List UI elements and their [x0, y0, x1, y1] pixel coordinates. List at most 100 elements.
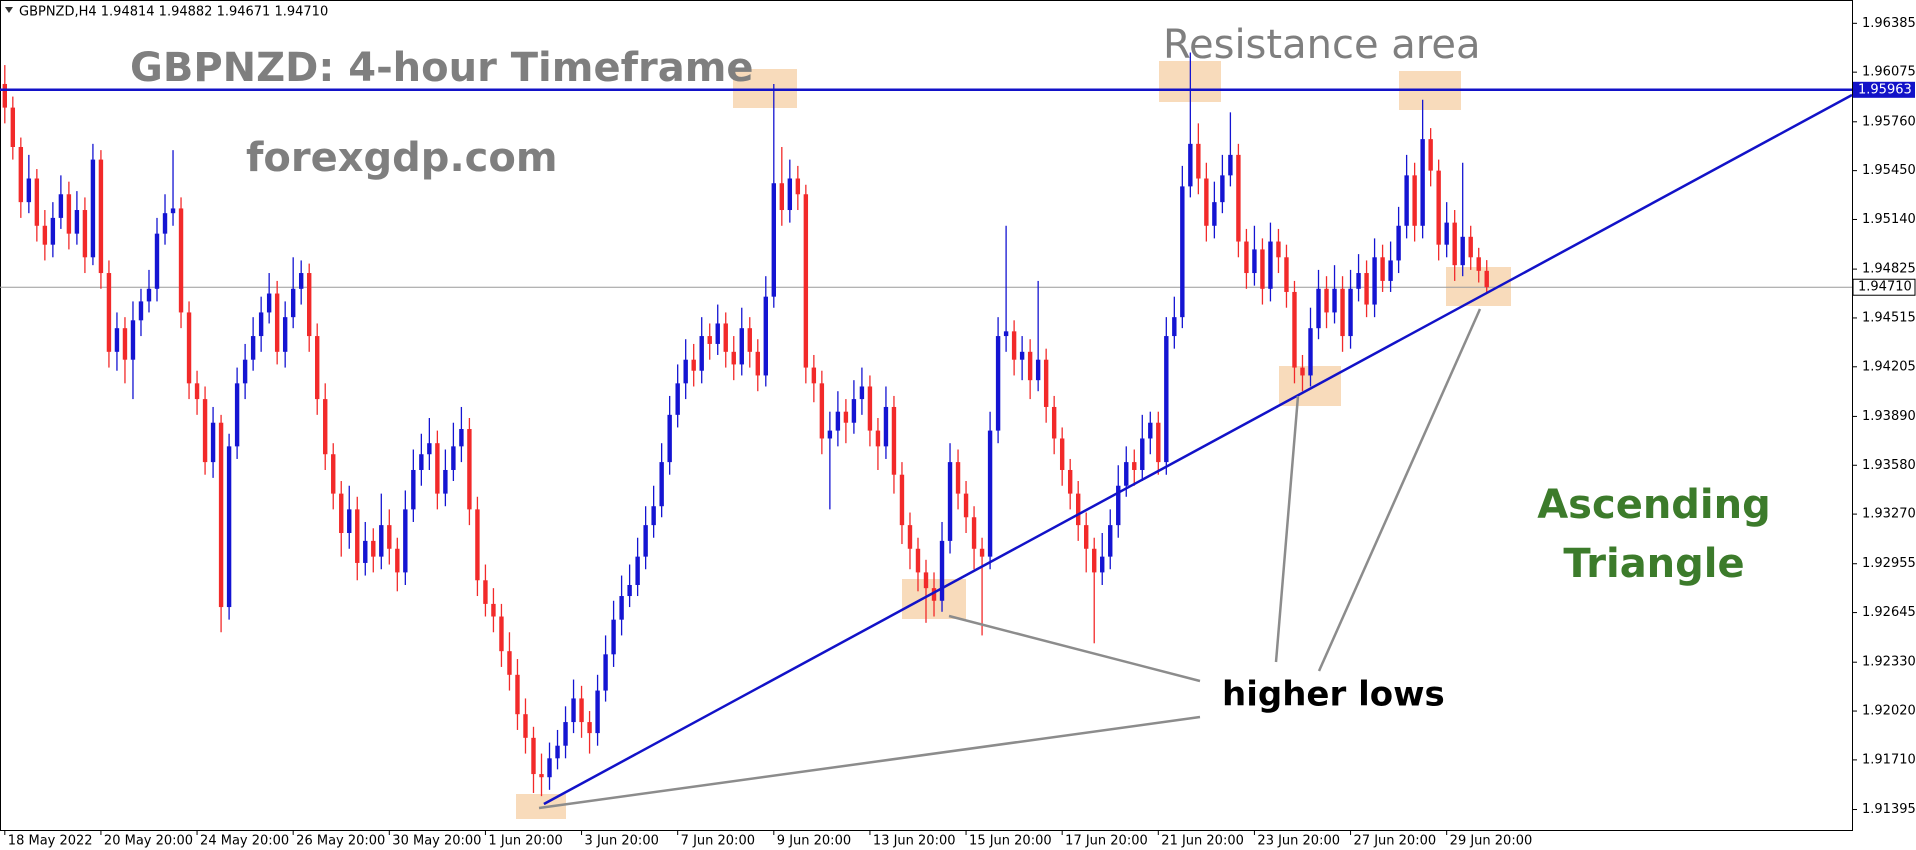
candle-body — [1051, 406, 1057, 439]
candle-body — [923, 572, 929, 589]
header: GBPNZD,H4 1.94814 1.94882 1.94671 1.9471… — [19, 5, 328, 20]
candle-body — [643, 525, 648, 557]
x-tick-label: 23 Jun 20:00 — [1257, 834, 1340, 849]
candle-body — [1388, 260, 1393, 281]
candle-body — [987, 430, 993, 557]
candle-body — [515, 674, 520, 715]
candle-body — [803, 194, 809, 368]
candle-body — [587, 722, 592, 734]
candle-body — [891, 406, 897, 475]
candle-body — [202, 399, 208, 463]
candle-body — [731, 351, 736, 365]
x-tick-label: 20 May 20:00 — [104, 834, 193, 849]
candle-body — [939, 540, 945, 601]
candle-body — [947, 462, 953, 541]
candle-body — [579, 698, 584, 723]
candle-body — [963, 493, 969, 518]
x-tick-label: 1 Jun 20:00 — [488, 834, 562, 849]
candle-body — [266, 293, 272, 313]
candle-body — [1292, 291, 1297, 368]
candle-body — [130, 320, 136, 360]
candle-body — [1380, 257, 1385, 281]
y-tick-label: 1.93890 — [1862, 409, 1916, 424]
candle-body — [603, 654, 608, 691]
candle-body — [491, 603, 496, 617]
candle-body — [1244, 241, 1249, 274]
candle-body — [883, 406, 889, 447]
candle-body — [58, 194, 64, 218]
candle-body — [611, 619, 616, 655]
candle-body — [210, 422, 216, 463]
annotation: Triangle — [1563, 541, 1744, 587]
candle-body — [331, 454, 336, 494]
candle-body — [1220, 175, 1225, 203]
candle-body — [843, 411, 849, 423]
candle-body — [1268, 241, 1273, 289]
candle-body — [1412, 175, 1417, 226]
price-label: 1.94710 — [1858, 280, 1912, 295]
candle-body — [747, 328, 752, 352]
candle-body — [1372, 257, 1377, 305]
candle-body — [875, 430, 881, 447]
annotation: Ascending — [1537, 482, 1771, 528]
y-tick-label: 1.96385 — [1862, 16, 1916, 31]
x-tick-label: 7 Jun 20:00 — [681, 834, 755, 849]
candle-body — [443, 469, 448, 494]
candle-body — [10, 107, 16, 147]
candle-body — [835, 411, 841, 431]
candle-body — [1075, 493, 1081, 526]
x-tick-label: 3 Jun 20:00 — [585, 834, 659, 849]
candle-body — [154, 233, 160, 289]
candle-body — [1236, 154, 1241, 242]
y-tick-label: 1.94515 — [1862, 310, 1916, 325]
y-tick-label: 1.91395 — [1862, 802, 1916, 817]
candle-body — [635, 556, 640, 586]
candle-body — [323, 399, 328, 455]
candle-body — [66, 194, 72, 234]
candle-body — [867, 386, 873, 431]
candle-body — [1284, 257, 1289, 292]
candle-body — [34, 178, 40, 226]
y-tick-label: 1.93580 — [1862, 458, 1916, 473]
arrow — [1317, 308, 1482, 672]
candle-body — [1276, 241, 1281, 258]
y-tick-label: 1.92330 — [1862, 655, 1916, 670]
candle-body — [1019, 351, 1025, 360]
candle-body — [82, 210, 88, 258]
candle-body — [1484, 270, 1489, 288]
candle-body — [779, 183, 785, 211]
x-tick-label: 29 Jun 20:00 — [1450, 834, 1533, 849]
candle-body — [1316, 288, 1321, 329]
plot-area — [0, 0, 1853, 831]
y-tick-label: 1.96075 — [1862, 65, 1916, 80]
candle-body — [315, 336, 320, 400]
candle-body — [339, 493, 344, 534]
y-tick-label: 1.95450 — [1862, 163, 1916, 178]
candle-body — [162, 213, 168, 234]
candle-body — [226, 446, 232, 608]
arrow — [948, 614, 1201, 683]
candle-body — [1148, 422, 1153, 439]
y-tick-label: 1.95760 — [1862, 114, 1916, 129]
plot-frame — [0, 0, 1853, 831]
candle-body — [619, 596, 624, 620]
candle-body — [1092, 548, 1097, 573]
candle-body — [1196, 143, 1201, 179]
candle-body — [819, 383, 825, 439]
x-tick-label: 18 May 2022 — [8, 834, 93, 849]
candle-body — [1140, 438, 1145, 470]
candle-body — [683, 359, 688, 384]
candle-body — [411, 469, 416, 510]
candle-body — [483, 580, 488, 604]
y-tick-label: 1.93270 — [1862, 507, 1916, 522]
candle-body — [114, 328, 120, 352]
candle-body — [811, 367, 817, 384]
candle-body — [2, 83, 8, 108]
candle-body — [1027, 351, 1033, 381]
candle-body — [1132, 462, 1137, 470]
y-tick-label: 1.94205 — [1862, 359, 1916, 374]
candle-body — [955, 462, 961, 494]
candle-body — [691, 359, 696, 371]
